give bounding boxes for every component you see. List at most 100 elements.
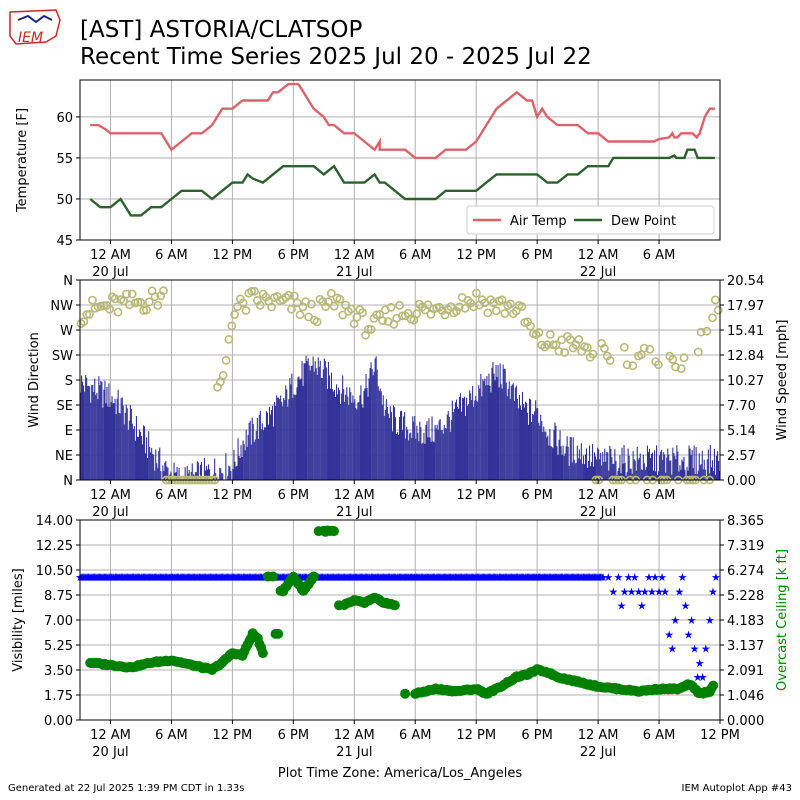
wind-speed-bar [536, 408, 538, 480]
wind-speed-bar [410, 432, 412, 480]
wind-speed-bar [191, 463, 193, 480]
visibility-marker: ★ [385, 571, 395, 584]
wind-speed-bar [552, 448, 554, 480]
visibility-marker: ★ [134, 571, 144, 584]
visibility-marker: ★ [224, 571, 234, 584]
wind-speed-bar [285, 385, 287, 480]
wind-speed-bar [651, 452, 653, 480]
visibility-marker: ★ [559, 571, 569, 584]
wind-speed-bar [675, 459, 677, 480]
visibility-marker: ★ [430, 571, 440, 584]
wind-direction-marker [560, 347, 569, 357]
wind-speed-bar [235, 466, 237, 480]
visibility-marker: ★ [427, 571, 437, 584]
wind-speed-bar [91, 385, 93, 480]
visibility-marker: ★ [603, 571, 613, 584]
wind-speed-bar [538, 422, 540, 480]
wind-speed-bar [357, 402, 359, 480]
visibility-marker: ★ [414, 571, 424, 584]
vis-xtick-label-5: 6 AM [399, 728, 432, 743]
wind-direction-marker [105, 304, 114, 314]
legend-label-0: Air Temp [510, 214, 567, 229]
wind-speed-bar [684, 469, 686, 480]
visibility-marker: ★ [371, 571, 381, 584]
wind-speed-bar [141, 435, 143, 480]
visibility-marker: ★ [436, 571, 446, 584]
wind-direction-marker [517, 302, 527, 311]
visibility-marker: ★ [493, 571, 503, 584]
wind-speed-bar [398, 434, 400, 480]
wind-ytick-label-4: S [65, 374, 73, 389]
wind-xtick-label-5: 6 AM [399, 488, 432, 503]
visibility-marker: ★ [79, 571, 89, 584]
wind-direction-marker [230, 310, 239, 319]
visibility-marker: ★ [298, 571, 308, 584]
wind-speed-bar [116, 398, 118, 480]
wind-speed-bar [629, 468, 631, 480]
wind-speed-bar [315, 368, 317, 480]
wind-speed-bar [671, 474, 673, 480]
wind-speed-bar [128, 420, 130, 480]
visibility-markers: ★★★★★★★★★★★★★★★★★★★★★★★★★★★★★★★★★★★★★★★★… [75, 571, 721, 684]
wind-direction-marker [88, 295, 97, 305]
wind-speed-bar [433, 442, 435, 480]
visibility-marker: ★ [370, 571, 380, 584]
wind-speed-bar [703, 459, 705, 480]
visibility-marker: ★ [409, 571, 419, 584]
wind-speed-bar [346, 387, 348, 480]
wind-direction-marker [133, 297, 143, 307]
wind-speed-bar [138, 429, 140, 480]
wind-speed-bar [238, 455, 240, 480]
wind-direction-marker [679, 353, 689, 363]
wind-speed-bar [582, 455, 584, 480]
wind-speed-bar [607, 452, 609, 480]
visibility-marker: ★ [589, 571, 599, 584]
wind-speed-bar [404, 412, 406, 480]
visibility-marker: ★ [537, 571, 547, 584]
wind-speed-bar [505, 382, 507, 480]
wind-y2tick-label-6: 15.41 [727, 324, 764, 339]
vis-ylabel: Visibility [miles] [11, 568, 26, 671]
wind-speed-bar [486, 376, 488, 480]
wind-speed-bar [358, 402, 360, 480]
wind-speed-bar [96, 392, 98, 480]
wind-speed-bar [83, 385, 85, 480]
wind-speed-bar [562, 445, 564, 480]
wind-speed-bar [619, 455, 621, 480]
visibility-marker: ★ [86, 571, 96, 584]
wind-speed-bar [569, 437, 571, 480]
wind-y2tick-label-0: 0.00 [727, 474, 756, 489]
wind-speed-bar [340, 404, 342, 480]
wind-speed-bar [320, 377, 322, 480]
wind-speed-bar [373, 371, 375, 480]
wind-speed-bar [220, 468, 222, 480]
wind-speed-bar [301, 361, 303, 480]
wind-speed-bar [634, 460, 636, 480]
wind-speed-bar [266, 412, 268, 480]
wind-speed-bar [334, 390, 336, 480]
wind-speed-bar [93, 392, 95, 480]
vis-y2tick-label-3: 3.137 [727, 639, 764, 654]
visibility-marker: ★ [314, 571, 324, 584]
wind-speed-bar [681, 459, 683, 480]
wind-speed-bar [517, 408, 519, 480]
visibility-marker: ★ [558, 571, 568, 584]
visibility-marker: ★ [351, 571, 361, 584]
wind-direction-marker [710, 295, 720, 305]
wind-speed-bar [700, 464, 702, 480]
wind-direction-marker [545, 329, 555, 339]
wind-speed-bar [279, 399, 281, 480]
visibility-marker: ★ [225, 571, 235, 584]
wind-speed-bar [394, 417, 396, 480]
wind-speed-bar [692, 468, 694, 480]
visibility-marker: ★ [392, 571, 402, 584]
visibility-marker: ★ [109, 571, 119, 584]
vis-date-label-1: 21 Jul [336, 745, 372, 760]
wind-speed-bar [121, 397, 123, 480]
visibility-marker: ★ [124, 571, 134, 584]
wind-speed-bar [154, 470, 156, 480]
logo-text: IEM [18, 30, 43, 46]
visibility-marker: ★ [182, 571, 192, 584]
wind-speed-bar [476, 400, 478, 480]
